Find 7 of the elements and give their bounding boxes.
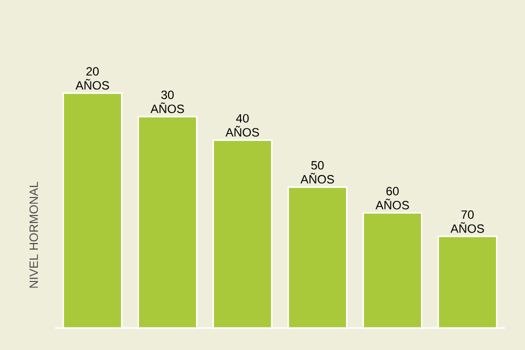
y-axis-title: NIVEL HORMONAL (29, 182, 38, 288)
x-tick-label: 30 AÑOS (150, 90, 184, 114)
x-tick-label: 70 AÑOS (450, 210, 484, 233)
x-tick-label: 50 AÑOS (300, 161, 334, 184)
x-tick-label: 20 AÑOS (76, 67, 109, 90)
x-tick-label: 40 AÑOS (226, 114, 259, 137)
x-tick-label: 60 AÑOS (376, 186, 409, 210)
